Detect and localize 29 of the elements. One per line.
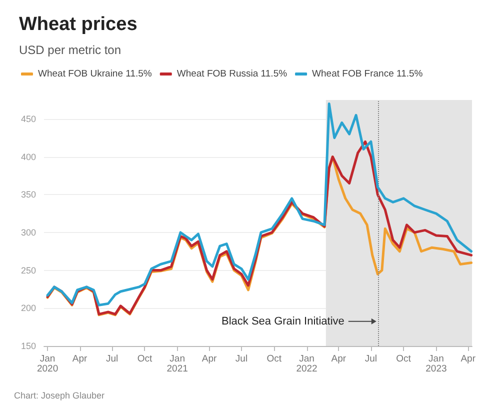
x-tick-label: Jan 2022 xyxy=(296,354,318,374)
x-tick-label: Jan 2020 xyxy=(36,354,58,374)
line-series xyxy=(46,102,473,306)
x-tick-label: Apr xyxy=(331,354,346,364)
x-tick-label: Jan 2021 xyxy=(166,354,188,374)
y-tick-label: 300 xyxy=(20,227,36,238)
x-tick-label: Oct xyxy=(266,354,282,364)
chart-title: Wheat prices xyxy=(19,14,138,35)
x-tick-label: Jul xyxy=(364,354,378,364)
x-tick-label: Apr xyxy=(202,354,217,364)
x-tick-label: Jul xyxy=(235,354,248,364)
x-tick-label: Oct xyxy=(137,354,152,364)
ref-line-label: Black Sea Grain Initiative xyxy=(221,315,344,328)
x-tick-label: Jul xyxy=(106,354,118,364)
y-tick-label: 200 xyxy=(20,303,36,314)
x-tick-label: Apr xyxy=(460,354,476,364)
legend-label: Wheat FOB Ukraine 11.5% xyxy=(38,68,152,80)
legend-label: Wheat FOB Russia 11.5% xyxy=(176,68,288,80)
y-tick-label: 350 xyxy=(20,190,36,200)
x-tick-label: Oct xyxy=(396,354,412,364)
y-tick-label: 400 xyxy=(20,152,36,162)
y-tick-label: 150 xyxy=(20,341,36,351)
x-tick-label: Apr xyxy=(72,354,88,364)
y-tick-label: 450 xyxy=(20,114,36,124)
chart-subtitle: USD per metric ton xyxy=(19,43,122,57)
legend-label: Wheat FOB France 11.5% xyxy=(312,68,424,80)
x-tick-label: Jan 2023 xyxy=(426,354,447,374)
text: Chart: Joseph Glauber xyxy=(14,390,105,400)
y-tick-label: 250 xyxy=(20,265,36,276)
